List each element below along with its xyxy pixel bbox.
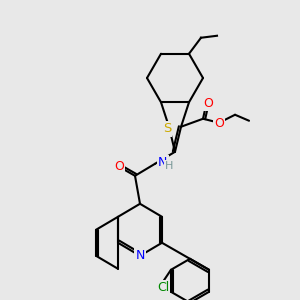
Text: N: N: [158, 156, 167, 169]
Text: O: O: [114, 160, 124, 173]
Text: H: H: [165, 161, 173, 171]
Text: Cl: Cl: [157, 281, 169, 294]
Text: S: S: [163, 122, 171, 135]
Text: O: O: [214, 117, 224, 130]
Text: N: N: [135, 249, 145, 262]
Text: O: O: [203, 97, 213, 110]
